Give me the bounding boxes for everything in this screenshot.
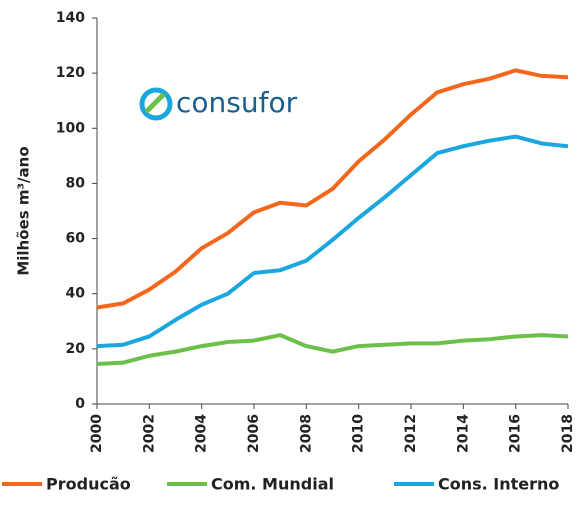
y-tick-label: 40 xyxy=(66,286,86,302)
y-tick-label: 120 xyxy=(56,65,85,81)
y-tick-label: 80 xyxy=(66,175,86,191)
series-line xyxy=(96,333,569,367)
y-tick-label: 20 xyxy=(66,341,86,357)
legend-label: Producão xyxy=(46,475,131,494)
x-tick-label: 2018 xyxy=(560,414,576,453)
series-line xyxy=(96,134,569,349)
logo-icon-bar xyxy=(144,92,166,114)
legend-label: Cons. Interno xyxy=(438,475,559,494)
logo-text: consufor xyxy=(176,86,298,119)
y-tick-label: 0 xyxy=(75,396,85,412)
y-axis-label: Milhões m³/ano xyxy=(15,146,33,275)
series-line xyxy=(96,68,569,310)
x-tick-label: 2004 xyxy=(194,414,210,453)
y-tick-label: 140 xyxy=(56,10,85,26)
y-tick-label: 100 xyxy=(56,120,85,136)
logo: consufor xyxy=(132,80,340,128)
x-tick-label: 2008 xyxy=(298,414,314,453)
x-tick-label: 2000 xyxy=(89,414,105,453)
x-tick-label: 2010 xyxy=(351,414,367,453)
x-tick-label: 2016 xyxy=(508,414,524,453)
x-tick-label: 2014 xyxy=(455,414,471,453)
y-tick-label: 60 xyxy=(66,231,86,247)
legend-label: Com. Mundial xyxy=(211,475,334,494)
x-tick-label: 2002 xyxy=(141,414,157,453)
x-tick-label: 2006 xyxy=(246,414,262,453)
x-tick-label: 2012 xyxy=(403,414,419,453)
logo-box xyxy=(132,80,340,128)
logo-icon xyxy=(139,87,173,121)
